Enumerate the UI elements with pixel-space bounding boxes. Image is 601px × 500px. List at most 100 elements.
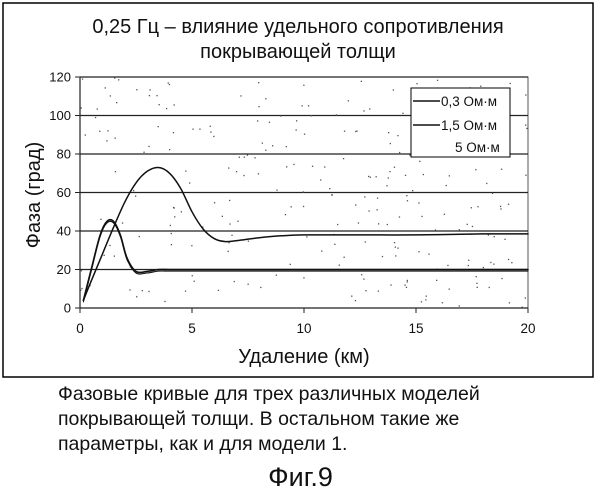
- speckle-dot: [472, 226, 473, 227]
- speckle-dot: [395, 255, 396, 256]
- caption-line-2: покрывающей толщи. В остальном такие же: [58, 407, 578, 432]
- speckle-dot: [509, 302, 510, 303]
- speckle-dot: [321, 251, 322, 252]
- speckle-dot: [361, 81, 362, 82]
- speckle-dot: [500, 206, 501, 207]
- speckle-dot: [133, 190, 134, 191]
- speckle-dot: [406, 195, 407, 196]
- speckle-dot: [105, 87, 106, 88]
- speckle-dot: [504, 239, 505, 240]
- speckle-dot: [244, 157, 245, 158]
- speckle-dot: [136, 296, 137, 297]
- speckle-dot: [428, 254, 429, 255]
- speckle-dot: [258, 106, 259, 107]
- figure-caption: Фазовые кривые для трех различных моделе…: [58, 382, 578, 457]
- speckle-dot: [228, 251, 229, 252]
- speckle-dot: [404, 285, 405, 286]
- speckle-dot: [308, 105, 309, 106]
- speckle-dot: [363, 279, 364, 280]
- figure-label: Фиг.9: [0, 462, 601, 493]
- speckle-dot: [364, 196, 365, 197]
- speckle-dot: [234, 281, 235, 282]
- speckle-dot: [169, 84, 170, 85]
- speckle-dot: [135, 196, 136, 197]
- speckle-dot: [339, 265, 340, 266]
- speckle-dot: [468, 260, 469, 261]
- speckle-dot: [476, 276, 477, 277]
- speckle-dot: [355, 204, 356, 205]
- speckle-dot: [426, 296, 427, 297]
- speckle-dot: [210, 126, 211, 127]
- speckle-dot: [324, 166, 325, 167]
- speckle-dot: [276, 275, 277, 276]
- speckle-dot: [394, 167, 395, 168]
- speckle-dot: [363, 110, 364, 111]
- legend-label-series-3: 5 Ом·м: [455, 140, 500, 155]
- speckle-dot: [100, 219, 101, 220]
- speckle-dot: [129, 289, 130, 290]
- chart-title-line-1: 0,25 Гц – влияние удельного сопротивлени…: [92, 16, 503, 38]
- speckle-dot: [365, 241, 366, 242]
- speckle-dot: [116, 102, 117, 103]
- speckle-dot: [480, 86, 481, 87]
- speckle-dot: [296, 120, 297, 121]
- speckle-dot: [492, 193, 493, 194]
- speckle-dot: [114, 256, 115, 257]
- speckle-dot: [156, 95, 157, 96]
- speckle-dot: [500, 208, 501, 209]
- speckle-dot: [389, 171, 390, 172]
- speckle-dot: [390, 284, 391, 285]
- speckle-dot: [320, 179, 321, 180]
- speckle-dot: [231, 235, 232, 236]
- speckle-dot: [508, 204, 509, 205]
- speckle-dot: [459, 305, 460, 306]
- speckle-dot: [368, 210, 369, 211]
- speckle-dot: [229, 200, 230, 201]
- speckle-dot: [489, 287, 490, 288]
- speckle-dot: [290, 264, 291, 265]
- speckle-dot: [418, 202, 419, 203]
- speckle-dot: [236, 171, 237, 172]
- y-tick-label: 80: [57, 147, 71, 162]
- speckle-dot: [254, 157, 255, 158]
- speckle-dot: [471, 207, 472, 208]
- speckle-dot: [189, 182, 190, 183]
- speckle-dot: [510, 83, 511, 84]
- speckle-dot: [337, 224, 338, 225]
- speckle-dot: [286, 146, 287, 147]
- speckle-dot: [185, 171, 186, 172]
- speckle-dot: [303, 206, 304, 207]
- speckle-dot: [399, 152, 400, 153]
- speckle-dot: [329, 188, 330, 189]
- speckle-dot: [181, 211, 182, 212]
- speckle-dot: [393, 89, 394, 90]
- speckle-dot: [490, 262, 491, 263]
- speckle-dot: [344, 131, 345, 132]
- speckle-dot: [475, 169, 476, 170]
- speckle-dot: [194, 281, 195, 282]
- speckle-dot: [95, 117, 96, 118]
- speckle-dot: [418, 251, 419, 252]
- legend: 0,3 Ом·м 1,5 Ом·м 5 Ом·м: [411, 88, 510, 157]
- speckle-dot: [311, 115, 312, 116]
- speckle-dot: [148, 146, 149, 147]
- speckle-dot: [494, 236, 495, 237]
- speckle-dot: [285, 214, 286, 215]
- speckle-dot: [409, 154, 410, 155]
- speckle-dot: [213, 136, 214, 137]
- speckle-dot: [142, 290, 143, 291]
- speckle-dot: [296, 129, 297, 130]
- x-tick-label: 10: [296, 321, 311, 336]
- speckle-dot: [286, 166, 287, 167]
- speckle-dot: [240, 95, 241, 96]
- speckle-dot: [501, 169, 502, 170]
- speckle-dot: [110, 95, 111, 96]
- speckle-dot: [173, 132, 174, 133]
- speckle-dot: [421, 301, 422, 302]
- speckle-dot: [139, 236, 140, 237]
- speckle-dot: [407, 281, 408, 282]
- speckle-dot: [222, 216, 223, 217]
- speckle-dot: [191, 245, 192, 246]
- x-tick-label: 0: [76, 321, 84, 336]
- speckle-dot: [303, 277, 304, 278]
